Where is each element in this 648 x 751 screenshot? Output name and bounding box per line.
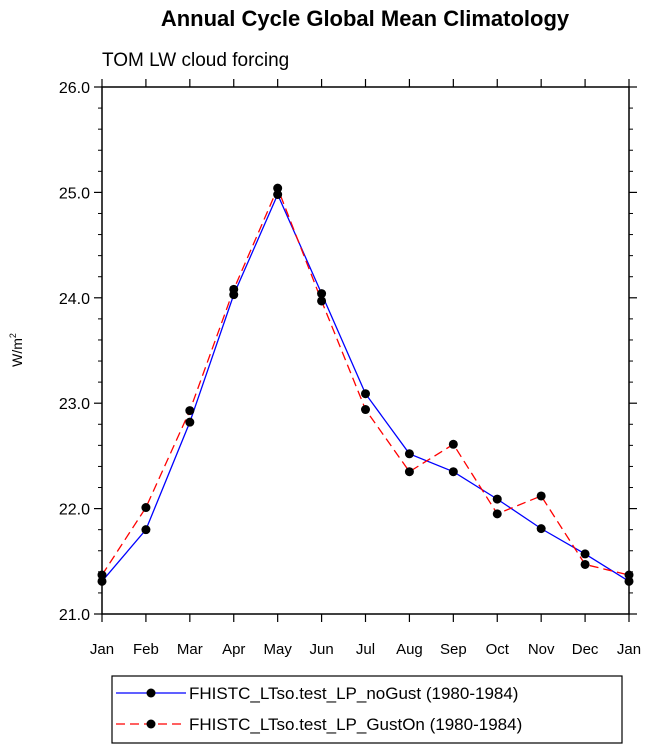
x-tick-label: Sep: [440, 641, 467, 658]
x-tick-label: Dec: [572, 641, 599, 658]
series-line-0: [101, 192, 630, 582]
y-tick-label: 24.0: [59, 291, 90, 308]
x-tick-label: Mar: [177, 641, 203, 658]
x-tick-label: Jan: [617, 641, 641, 658]
series-0-point: [492, 494, 502, 504]
y-axis-label-base: W/m: [9, 338, 25, 367]
series-0-point: [448, 467, 458, 477]
x-axis: Jan Feb Mar Apr May Jun Jul Aug Sep Oct Nov Dec Jan: [90, 79, 641, 658]
series-1-point: [273, 183, 283, 193]
series-0-point: [273, 190, 283, 200]
series-0-point: [185, 417, 195, 427]
series-0-point: [317, 289, 327, 299]
series-1-point: [448, 439, 458, 449]
series-1-point: [185, 406, 195, 416]
y-tick-label: 26.0: [59, 80, 90, 97]
series-0-point: [404, 449, 414, 459]
chart-title: Annual Cycle Global Mean Climatology: [161, 6, 570, 31]
series-1-point: [361, 405, 370, 415]
legend-label-0: FHISTC_LTso.test_LP_noGust (1980-1984): [189, 684, 518, 703]
x-tick-label: Apr: [222, 641, 245, 658]
series-1-point: [141, 503, 151, 513]
x-tick-label: Jul: [356, 641, 375, 658]
x-tick-label: May: [263, 641, 292, 658]
y-axis: 21.0 22.0 23.0 24.0 25.0 26.0: [59, 80, 637, 624]
x-tick-label: Jun: [309, 641, 333, 658]
x-tick-label: Oct: [486, 641, 510, 658]
y-tick-label: 21.0: [59, 607, 90, 624]
series-0-point: [361, 389, 370, 399]
series-1-point: [492, 509, 502, 519]
series-1-point: [536, 491, 546, 501]
x-tick-label: Nov: [528, 641, 555, 658]
series-0-point: [97, 576, 107, 586]
legend-box: [111, 675, 623, 744]
series-0-point: [624, 576, 634, 586]
y-axis-label: W/m2: [8, 333, 25, 367]
series-1-point: [580, 559, 590, 569]
y-axis-label-sup: 2: [8, 333, 18, 338]
x-tick-label: Jan: [90, 641, 114, 658]
legend-marker-1: [146, 719, 156, 729]
x-tick-label: Feb: [133, 641, 159, 658]
chart-subtitle: TOM LW cloud forcing: [102, 50, 289, 71]
series-1-point: [404, 467, 414, 477]
x-tick-label: Aug: [396, 641, 423, 658]
legend: FHISTC_LTso.test_LP_noGust (1980-1984) FH…: [111, 675, 623, 744]
series-0-point: [536, 524, 546, 534]
legend-marker-0: [146, 688, 156, 698]
series-1-point: [624, 570, 634, 580]
series-0-point: [580, 549, 590, 559]
y-tick-label: 22.0: [59, 502, 90, 519]
series-0-point: [141, 525, 151, 535]
y-tick-label: 25.0: [59, 185, 90, 202]
series-1-point: [229, 284, 239, 294]
legend-label-1: FHISTC_LTso.test_LP_GustOn (1980-1984): [189, 715, 522, 734]
series-line-1: [101, 186, 630, 576]
series-1-point: [317, 296, 327, 306]
series-layer: [97, 183, 634, 586]
plot-frame: [101, 86, 630, 615]
series-1-point: [97, 570, 107, 580]
y-tick-label: 23.0: [59, 396, 90, 413]
